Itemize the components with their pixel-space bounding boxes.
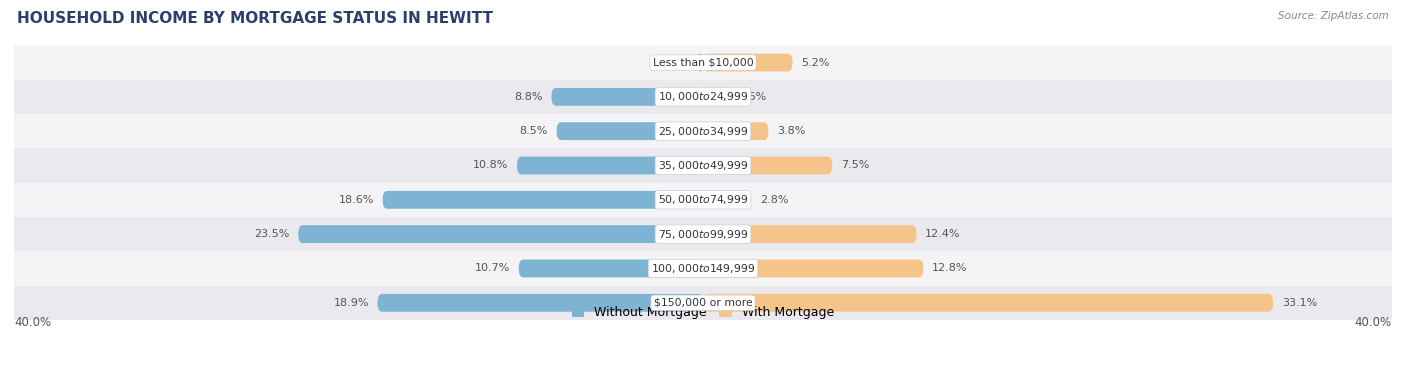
Text: 2.8%: 2.8% bbox=[759, 195, 789, 205]
FancyBboxPatch shape bbox=[703, 294, 1272, 312]
Text: $50,000 to $74,999: $50,000 to $74,999 bbox=[658, 193, 748, 206]
Bar bbox=[14, 148, 1392, 183]
Bar bbox=[14, 45, 1392, 80]
FancyBboxPatch shape bbox=[382, 191, 703, 209]
FancyBboxPatch shape bbox=[298, 225, 703, 243]
Text: 18.6%: 18.6% bbox=[339, 195, 374, 205]
FancyBboxPatch shape bbox=[703, 122, 769, 140]
Text: $150,000 or more: $150,000 or more bbox=[654, 298, 752, 308]
Text: 12.8%: 12.8% bbox=[932, 263, 967, 273]
Text: $35,000 to $49,999: $35,000 to $49,999 bbox=[658, 159, 748, 172]
Bar bbox=[14, 183, 1392, 217]
Text: 0.32%: 0.32% bbox=[654, 57, 689, 68]
Text: 10.7%: 10.7% bbox=[475, 263, 510, 273]
FancyBboxPatch shape bbox=[517, 156, 703, 174]
Text: $75,000 to $99,999: $75,000 to $99,999 bbox=[658, 228, 748, 241]
FancyBboxPatch shape bbox=[703, 225, 917, 243]
Text: 23.5%: 23.5% bbox=[254, 229, 290, 239]
Text: 40.0%: 40.0% bbox=[1355, 316, 1392, 329]
Text: 8.8%: 8.8% bbox=[515, 92, 543, 102]
Text: $10,000 to $24,999: $10,000 to $24,999 bbox=[658, 90, 748, 103]
Text: 1.6%: 1.6% bbox=[740, 92, 768, 102]
Text: 5.2%: 5.2% bbox=[801, 57, 830, 68]
Bar bbox=[14, 286, 1392, 320]
Text: 8.5%: 8.5% bbox=[520, 126, 548, 136]
FancyBboxPatch shape bbox=[703, 88, 731, 106]
Text: 12.4%: 12.4% bbox=[925, 229, 960, 239]
FancyBboxPatch shape bbox=[377, 294, 703, 312]
FancyBboxPatch shape bbox=[551, 88, 703, 106]
FancyBboxPatch shape bbox=[703, 54, 793, 71]
Bar bbox=[14, 114, 1392, 148]
FancyBboxPatch shape bbox=[703, 191, 751, 209]
Text: Source: ZipAtlas.com: Source: ZipAtlas.com bbox=[1278, 11, 1389, 21]
FancyBboxPatch shape bbox=[703, 156, 832, 174]
Text: 3.8%: 3.8% bbox=[778, 126, 806, 136]
Text: $100,000 to $149,999: $100,000 to $149,999 bbox=[651, 262, 755, 275]
FancyBboxPatch shape bbox=[703, 260, 924, 277]
Legend: Without Mortgage, With Mortgage: Without Mortgage, With Mortgage bbox=[567, 301, 839, 324]
Text: HOUSEHOLD INCOME BY MORTGAGE STATUS IN HEWITT: HOUSEHOLD INCOME BY MORTGAGE STATUS IN H… bbox=[17, 11, 494, 26]
FancyBboxPatch shape bbox=[557, 122, 703, 140]
Text: Less than $10,000: Less than $10,000 bbox=[652, 57, 754, 68]
Text: 18.9%: 18.9% bbox=[333, 298, 368, 308]
Text: 33.1%: 33.1% bbox=[1282, 298, 1317, 308]
Text: 40.0%: 40.0% bbox=[14, 316, 51, 329]
FancyBboxPatch shape bbox=[697, 54, 703, 71]
Text: $25,000 to $34,999: $25,000 to $34,999 bbox=[658, 125, 748, 138]
Text: 7.5%: 7.5% bbox=[841, 161, 869, 170]
Bar bbox=[14, 251, 1392, 286]
FancyBboxPatch shape bbox=[519, 260, 703, 277]
Text: 10.8%: 10.8% bbox=[472, 161, 509, 170]
Bar bbox=[14, 217, 1392, 251]
Bar bbox=[14, 80, 1392, 114]
